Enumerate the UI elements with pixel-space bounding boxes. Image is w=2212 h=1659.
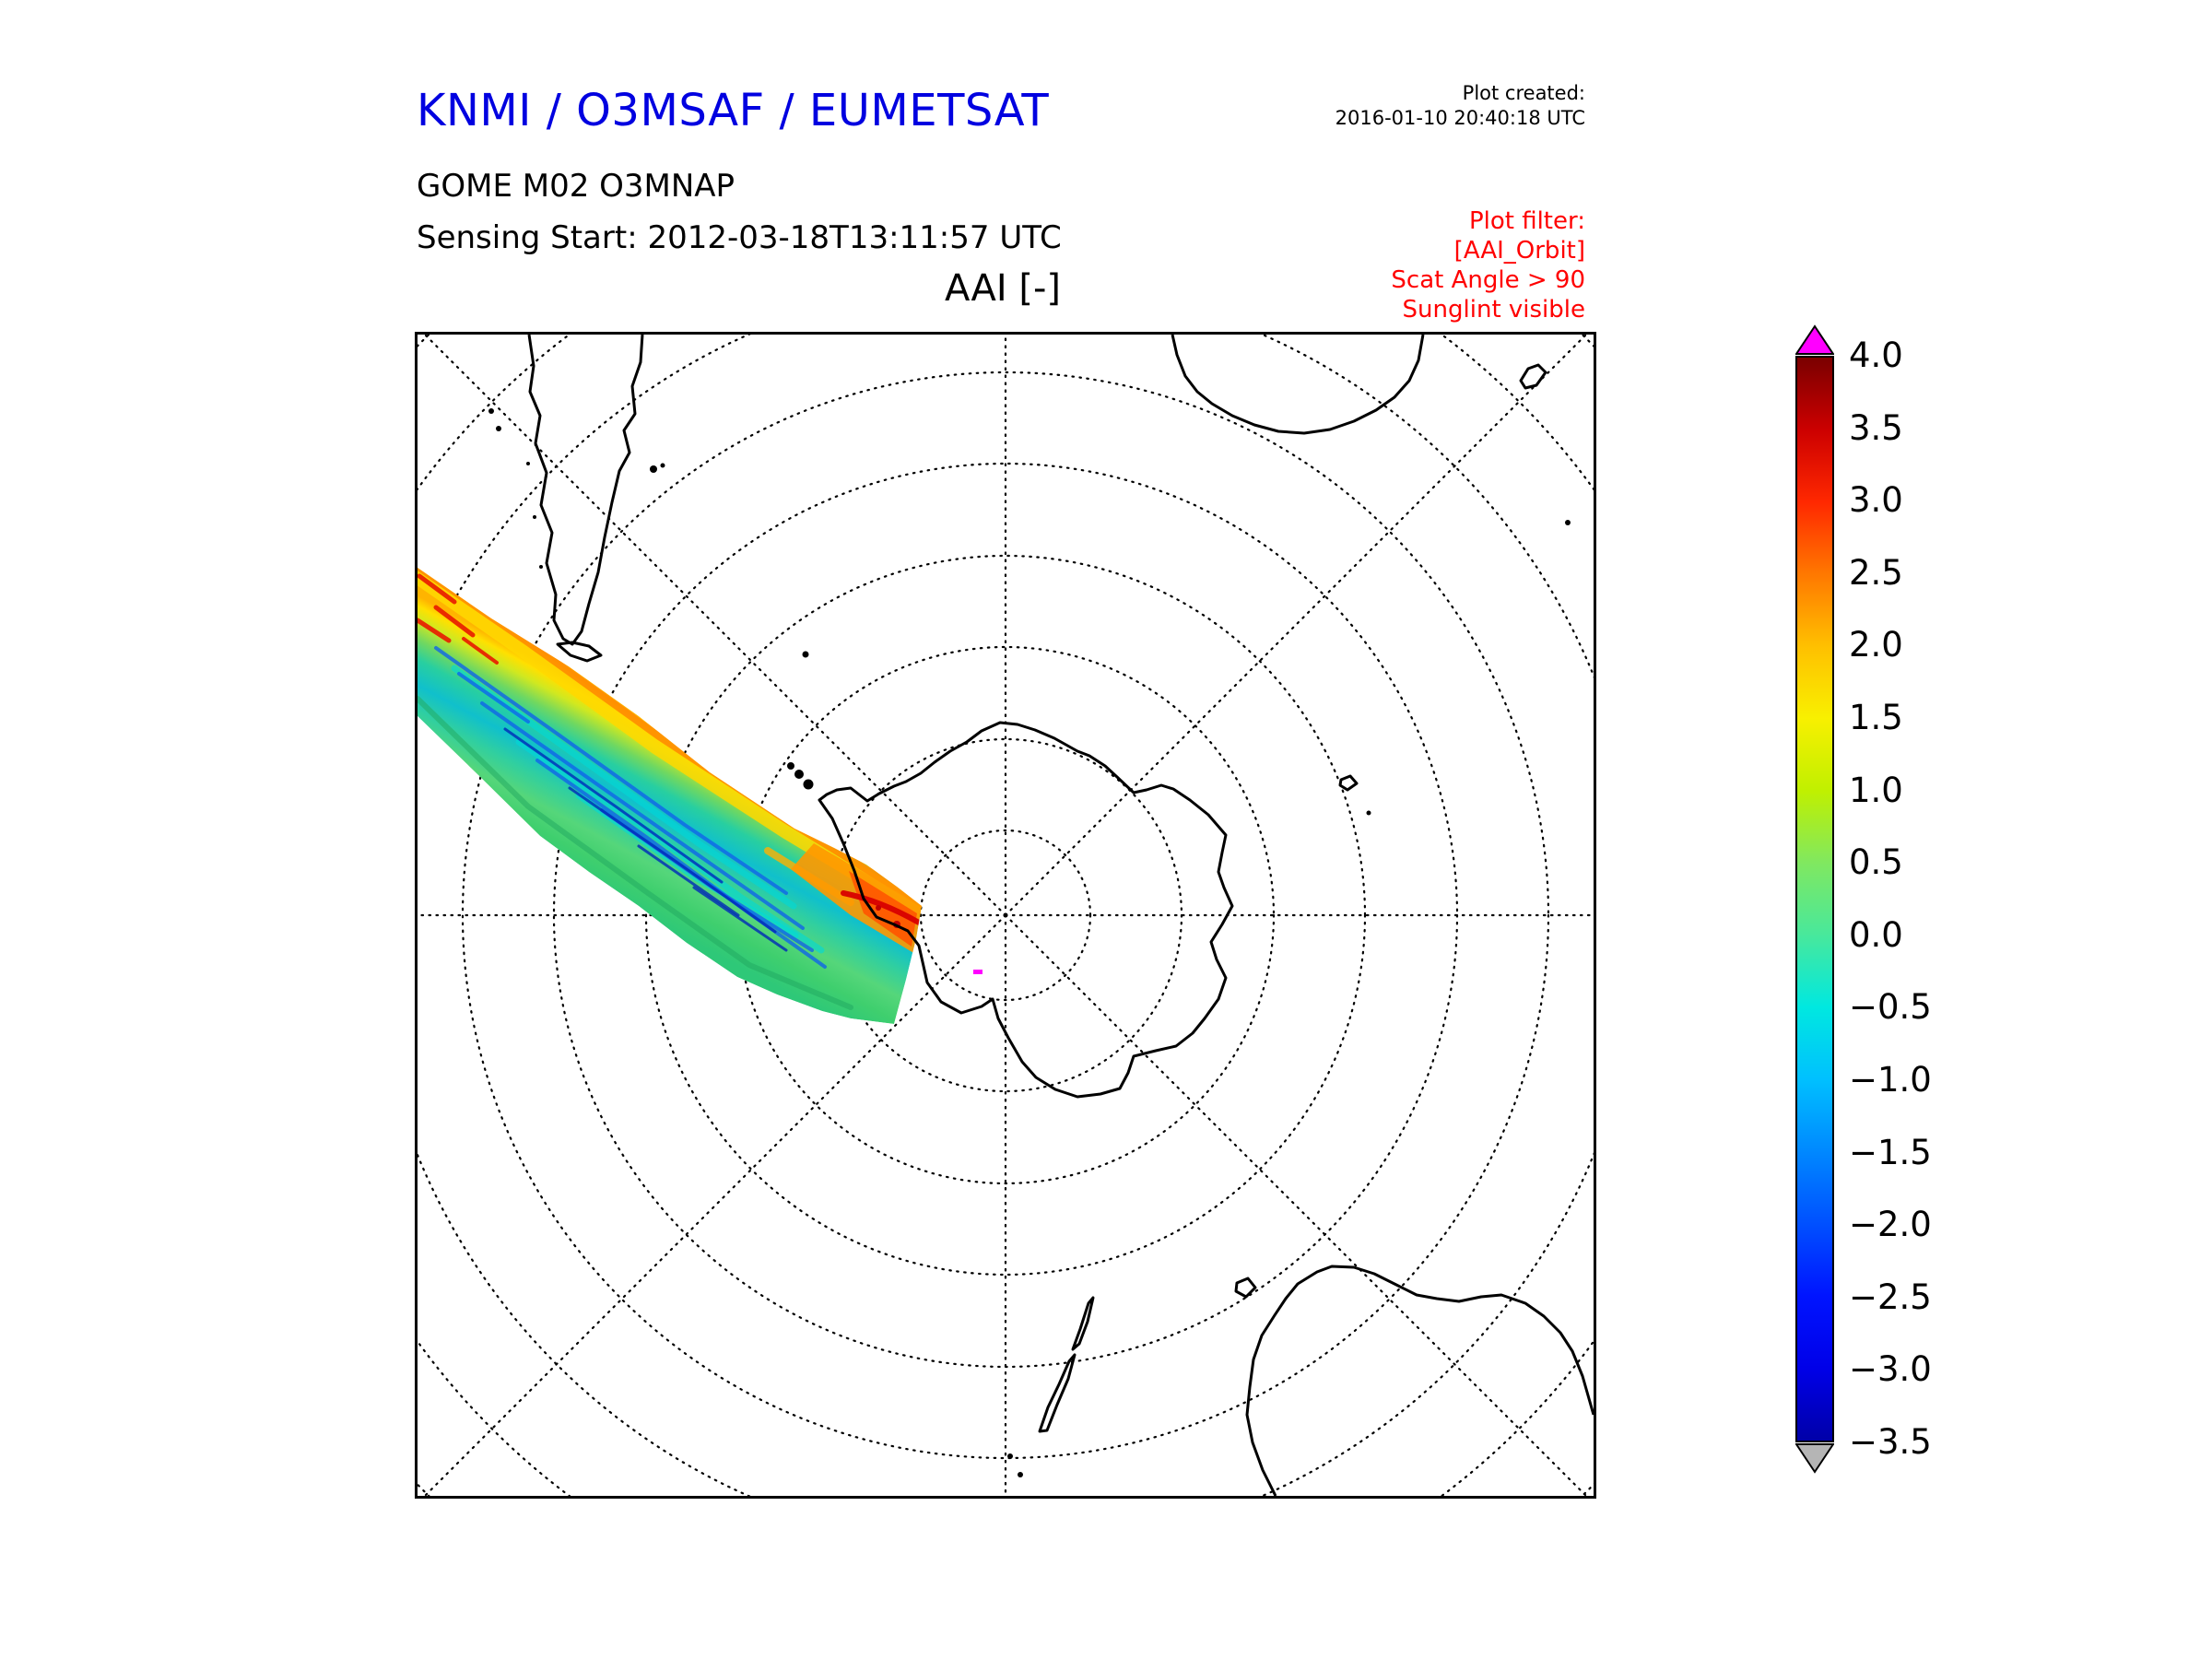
swath-base <box>418 568 922 1024</box>
plot-created-label: Plot created: <box>1462 82 1585 104</box>
peninsula-islands <box>787 762 814 790</box>
colorbar-tick: 2.0 <box>1849 625 1903 665</box>
small-islands <box>488 408 1571 1477</box>
colorbar-gradient <box>1795 356 1834 1442</box>
colorbar-tick: −0.5 <box>1849 987 1932 1027</box>
map-svg <box>418 335 1594 1496</box>
south-america-coast <box>527 335 644 646</box>
sensing-start: Sensing Start: 2012-03-18T13:11:57 UTC <box>417 219 1062 256</box>
plot-title: AAI [-] <box>945 267 1061 310</box>
new-zealand-north-island <box>1071 1296 1095 1351</box>
page-title: KNMI / O3MSAF / EUMETSAT <box>417 85 1050 136</box>
colorbar-tick: 2.5 <box>1849 553 1903 593</box>
new-zealand-south-island <box>1038 1353 1077 1433</box>
plot-filter: Plot filter: [AAI_Orbit] Scat Angle > 90… <box>1391 206 1585 324</box>
filter-line: Plot filter: <box>1468 207 1585 235</box>
filter-line: Sunglint visible <box>1402 296 1585 324</box>
plot-created-value: 2016-01-10 20:40:18 UTC <box>1335 107 1585 129</box>
colorbar-tick: −3.5 <box>1849 1422 1932 1462</box>
magenta-speck <box>973 970 982 974</box>
colorbar-tick: −1.5 <box>1849 1133 1932 1172</box>
colorbar-tick: −2.0 <box>1849 1205 1932 1244</box>
filter-line: Scat Angle > 90 <box>1391 266 1585 294</box>
madagascar <box>1519 363 1547 390</box>
swath-red-arc <box>841 890 922 925</box>
colorbar-tick: 4.0 <box>1849 335 1903 375</box>
tierra-del-fuego <box>556 641 603 663</box>
colorbar-tick: −1.0 <box>1849 1060 1932 1100</box>
product-name: GOME M02 O3MNAP <box>417 168 735 205</box>
swath-streaks <box>418 568 922 1010</box>
under-arrow-shape <box>1795 1443 1834 1474</box>
australia-coast <box>1245 1265 1594 1496</box>
coastlines <box>488 335 1594 1496</box>
tasmania <box>1234 1277 1257 1299</box>
swath-red-spot <box>876 905 881 911</box>
colorbar-tick-labels: 4.0 3.5 3.0 2.5 2.0 1.5 1.0 0.5 0.0 −0.5… <box>1849 0 2006 1659</box>
colorbar-tick: 1.0 <box>1849 771 1903 810</box>
colorbar-over-arrow <box>1795 324 1834 355</box>
kerguelen-island <box>1338 774 1359 792</box>
colorbar-tick: −3.0 <box>1849 1349 1932 1389</box>
colorbar-under-arrow <box>1795 1443 1834 1474</box>
map-panel <box>415 332 1596 1499</box>
colorbar-tick: 3.0 <box>1849 480 1903 520</box>
antarctica-coast <box>818 721 1234 1099</box>
graticule <box>418 335 1594 1496</box>
colorbar-tick: 0.5 <box>1849 842 1903 882</box>
colorbar-tick: 1.5 <box>1849 698 1903 737</box>
over-arrow-shape <box>1795 324 1834 355</box>
filter-line: [AAI_Orbit] <box>1453 237 1585 265</box>
colorbar-tick: −2.5 <box>1849 1277 1932 1317</box>
aai-swath <box>418 568 922 1024</box>
plot-created: Plot created: 2016-01-10 20:40:18 UTC <box>1335 81 1585 131</box>
meridian-lines <box>418 335 1594 1496</box>
colorbar-tick: 0.0 <box>1849 915 1903 955</box>
africa-coast <box>1171 335 1425 435</box>
colorbar-tick: 3.5 <box>1849 408 1903 448</box>
